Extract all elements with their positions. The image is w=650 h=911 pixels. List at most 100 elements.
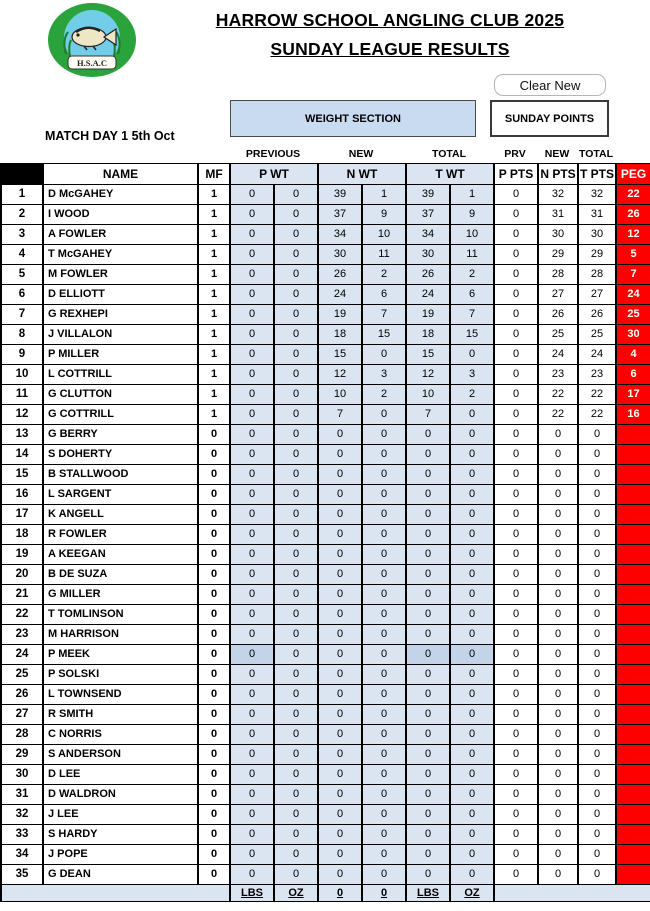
- mf-cell[interactable]: 1: [197, 284, 231, 305]
- weight-cell[interactable]: 0: [229, 324, 275, 345]
- weight-cell[interactable]: 0: [361, 724, 407, 745]
- weight-cell[interactable]: 0: [448, 604, 496, 625]
- weight-cell[interactable]: 0: [229, 424, 275, 445]
- total-points-cell[interactable]: 25: [577, 324, 618, 345]
- weight-cell[interactable]: 0: [361, 764, 407, 785]
- total-points-cell[interactable]: 31: [577, 204, 618, 225]
- weight-cell[interactable]: 0: [229, 584, 275, 605]
- weight-cell[interactable]: 0: [317, 444, 363, 465]
- prev-points-cell[interactable]: 0: [493, 524, 540, 545]
- mf-cell[interactable]: 1: [197, 384, 231, 405]
- weight-cell[interactable]: 0: [273, 624, 319, 645]
- weight-cell[interactable]: 0: [361, 424, 407, 445]
- mf-cell[interactable]: 0: [197, 784, 231, 805]
- weight-cell[interactable]: 0: [273, 224, 319, 245]
- weight-cell[interactable]: 0: [273, 424, 319, 445]
- new-points-cell[interactable]: 32: [537, 184, 580, 205]
- name-cell[interactable]: J POPE: [42, 844, 199, 865]
- weight-cell[interactable]: 0: [405, 444, 451, 465]
- weight-cell[interactable]: 0: [229, 504, 275, 525]
- mf-cell[interactable]: 1: [197, 344, 231, 365]
- weight-cell[interactable]: 0: [273, 564, 319, 585]
- prev-points-cell[interactable]: 0: [493, 744, 540, 765]
- total-points-cell[interactable]: 26: [577, 304, 618, 325]
- mf-cell[interactable]: 0: [197, 844, 231, 865]
- peg-cell[interactable]: 12: [615, 224, 650, 245]
- mf-cell[interactable]: 0: [197, 664, 231, 685]
- peg-cell[interactable]: 7: [615, 264, 650, 285]
- weight-cell[interactable]: 0: [448, 624, 496, 645]
- weight-cell[interactable]: 0: [361, 804, 407, 825]
- weight-cell[interactable]: 0: [361, 504, 407, 525]
- peg-cell[interactable]: [615, 524, 650, 545]
- total-points-cell[interactable]: 0: [577, 804, 618, 825]
- name-cell[interactable]: L TOWNSEND: [42, 684, 199, 705]
- weight-cell[interactable]: 0: [317, 864, 363, 885]
- weight-cell[interactable]: 0: [405, 764, 451, 785]
- mf-cell[interactable]: 1: [197, 324, 231, 345]
- name-cell[interactable]: G COTTRILL: [42, 404, 199, 425]
- weight-cell[interactable]: 7: [405, 404, 451, 425]
- weight-cell[interactable]: 0: [273, 644, 319, 665]
- weight-cell[interactable]: 0: [361, 524, 407, 545]
- weight-cell[interactable]: 0: [229, 244, 275, 265]
- weight-cell[interactable]: 0: [229, 564, 275, 585]
- mf-cell[interactable]: 0: [197, 744, 231, 765]
- mf-cell[interactable]: 0: [197, 604, 231, 625]
- weight-cell[interactable]: 12: [405, 364, 451, 385]
- name-cell[interactable]: L SARGENT: [42, 484, 199, 505]
- weight-cell[interactable]: 0: [273, 304, 319, 325]
- weight-cell[interactable]: 7: [317, 404, 363, 425]
- new-points-cell[interactable]: 0: [537, 444, 580, 465]
- mf-cell[interactable]: 1: [197, 264, 231, 285]
- weight-cell[interactable]: 1: [361, 184, 407, 205]
- mf-cell[interactable]: 1: [197, 304, 231, 325]
- mf-cell[interactable]: 0: [197, 824, 231, 845]
- weight-cell[interactable]: 0: [405, 724, 451, 745]
- new-points-cell[interactable]: 0: [537, 504, 580, 525]
- weight-cell[interactable]: 10: [361, 224, 407, 245]
- prev-points-cell[interactable]: 0: [493, 464, 540, 485]
- weight-cell[interactable]: 0: [317, 784, 363, 805]
- prev-points-cell[interactable]: 0: [493, 444, 540, 465]
- new-points-cell[interactable]: 0: [537, 484, 580, 505]
- weight-cell[interactable]: 0: [273, 544, 319, 565]
- mf-cell[interactable]: 0: [197, 764, 231, 785]
- new-points-cell[interactable]: 22: [537, 404, 580, 425]
- prev-points-cell[interactable]: 0: [493, 264, 540, 285]
- weight-cell[interactable]: 0: [273, 684, 319, 705]
- weight-cell[interactable]: 0: [361, 844, 407, 865]
- weight-cell[interactable]: 0: [405, 464, 451, 485]
- weight-cell[interactable]: 0: [273, 664, 319, 685]
- mf-cell[interactable]: 1: [197, 364, 231, 385]
- weight-cell[interactable]: 0: [448, 544, 496, 565]
- weight-cell[interactable]: 0: [361, 604, 407, 625]
- weight-cell[interactable]: 0: [317, 844, 363, 865]
- new-points-cell[interactable]: 0: [537, 784, 580, 805]
- mf-cell[interactable]: 0: [197, 544, 231, 565]
- name-cell[interactable]: J LEE: [42, 804, 199, 825]
- weight-cell[interactable]: 0: [448, 784, 496, 805]
- prev-points-cell[interactable]: 0: [493, 304, 540, 325]
- mf-cell[interactable]: 0: [197, 644, 231, 665]
- new-points-cell[interactable]: 0: [537, 544, 580, 565]
- prev-points-cell[interactable]: 0: [493, 844, 540, 865]
- name-cell[interactable]: G CLUTTON: [42, 384, 199, 405]
- weight-cell[interactable]: 2: [448, 384, 496, 405]
- name-cell[interactable]: G MILLER: [42, 584, 199, 605]
- peg-cell[interactable]: [615, 564, 650, 585]
- name-cell[interactable]: L COTTRILL: [42, 364, 199, 385]
- prev-points-cell[interactable]: 0: [493, 784, 540, 805]
- peg-cell[interactable]: 25: [615, 304, 650, 325]
- prev-points-cell[interactable]: 0: [493, 724, 540, 745]
- peg-cell[interactable]: 16: [615, 404, 650, 425]
- weight-cell[interactable]: 1: [448, 184, 496, 205]
- weight-cell[interactable]: 34: [317, 224, 363, 245]
- total-points-cell[interactable]: 0: [577, 444, 618, 465]
- weight-cell[interactable]: 0: [229, 284, 275, 305]
- new-points-cell[interactable]: 0: [537, 764, 580, 785]
- weight-cell[interactable]: 19: [317, 304, 363, 325]
- weight-cell[interactable]: 0: [317, 724, 363, 745]
- weight-cell[interactable]: 0: [361, 664, 407, 685]
- weight-cell[interactable]: 0: [361, 564, 407, 585]
